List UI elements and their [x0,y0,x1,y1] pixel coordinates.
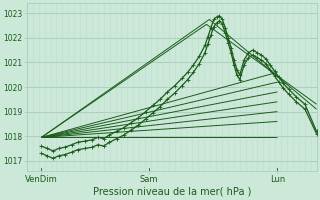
X-axis label: Pression niveau de la mer( hPa ): Pression niveau de la mer( hPa ) [92,187,251,197]
